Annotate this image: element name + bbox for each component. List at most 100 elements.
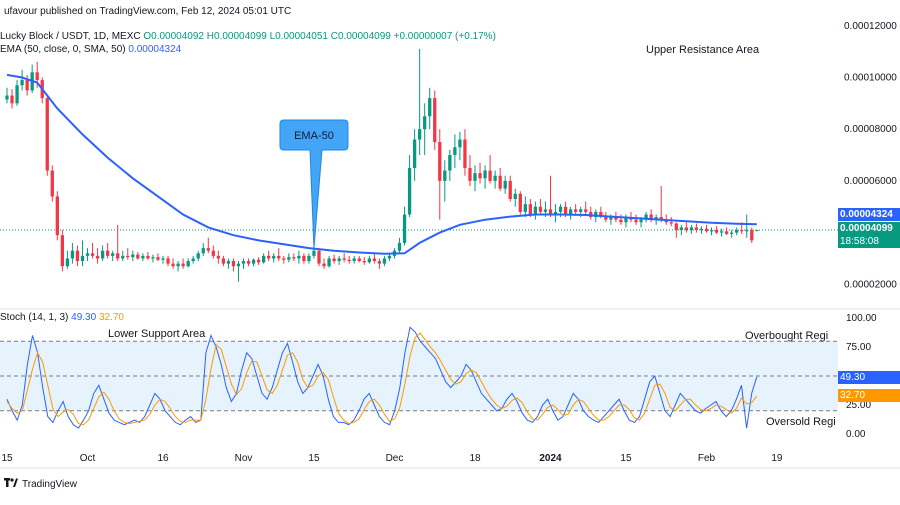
candle-body [161,258,165,260]
candle-body [116,253,120,259]
candle-body [488,170,492,181]
candle-body [709,230,714,232]
candle-body [443,170,447,181]
candle-body [418,129,422,140]
candle-body [448,155,452,171]
candle-body [337,258,341,262]
candle-body [201,248,205,254]
candle-body [407,167,412,215]
upper-resistance-label: Upper Resistance Area [646,44,760,56]
price-axis-tick-label: 0.00010000 [844,72,897,83]
candle-body [659,217,663,220]
candle-body [95,255,100,259]
ema-legend-value: 0.00004324 [128,44,182,55]
candle-body [256,259,261,263]
candle-body [126,255,130,258]
candles-group [5,49,759,282]
candle-body [131,254,135,258]
footer-brand[interactable]: TradingView [4,478,77,490]
candle-body [317,250,321,264]
candle-body [362,261,366,263]
time-axis-tick-label: 18 [469,453,481,464]
candle-body [342,258,346,260]
stoch-legend-label: Stoch (14, 1, 3) [0,312,69,323]
symbol-label: Lucky Block / USDT, 1D, MEXC [0,31,141,42]
candle-body [548,209,553,215]
candle-body [614,217,618,220]
close-price-tag: 0.00004099 [838,222,900,235]
candle-body [714,230,719,233]
candle-body [428,98,432,117]
candle-body [100,250,105,259]
candle-body [60,235,64,267]
candle-body [699,228,704,231]
candle-body [146,255,150,259]
overbought-label: Overbought Regi [745,330,829,342]
candle-body [15,85,19,104]
candle-body [231,261,236,267]
candle-body [181,263,185,267]
candle-body [679,227,683,231]
stoch-k-line [6,326,758,429]
candle-body [599,211,603,216]
price-axis-tick-label: 0.00006000 [844,176,897,187]
candle-body [106,250,110,256]
tradingview-logo-icon [4,478,18,487]
ohlc-line: Lucky Block / USDT, 1D, MEXC O0.00004092… [0,31,496,42]
candle-body [538,206,543,212]
time-axis-tick-label: Feb [698,453,716,464]
ema-legend[interactable]: EMA (50, close, 0, SMA, 50) 0.00004324 [0,44,181,55]
candle-body [196,253,200,259]
publisher-line: ufavour published on TradingView.com, Fe… [4,6,292,17]
candle-body [740,230,744,232]
candle-body [80,255,85,262]
candle-body [543,209,548,212]
candle-body [609,217,613,220]
candle-body [111,253,115,256]
candle-body [438,142,442,181]
candle-body [246,261,251,264]
candle-body [755,230,759,232]
candle-body [206,248,210,251]
time-axis-tick-label: Nov [235,453,253,464]
candle-body [584,209,588,212]
stoch-axis-tick-label: 100.00 [846,313,877,324]
candle-body [367,258,371,263]
candle-body [251,259,256,264]
candle-body [191,258,195,262]
candle-body [221,258,226,264]
candle-body [45,98,49,171]
stoch-legend[interactable]: Stoch (14, 1, 3) 49.30 32.70 [0,312,124,323]
candle-body [412,139,417,168]
candle-body [20,80,24,86]
candle-body [553,211,558,215]
candle-body [211,250,215,256]
price-axis-tick-label: 0.00002000 [844,279,897,290]
time-axis-tick-label: 16 [157,453,169,464]
candle-body [669,222,673,224]
candle-body [724,231,729,234]
candle-body [327,258,331,267]
candle-body [704,228,709,232]
candle-body [332,258,336,262]
candle-body [644,214,648,220]
candle-body [347,259,351,262]
candle-body [473,173,477,181]
candle-body [458,139,462,148]
candle-body [171,263,175,267]
candle-body [513,193,517,199]
candle-body [166,258,170,264]
candle-body [397,242,402,251]
candle-body [287,257,291,260]
candle-body [574,209,578,212]
stoch-d-legend-value: 32.70 [98,312,124,323]
stoch-axis-tick-label: 75.00 [846,342,871,353]
candle-body [579,209,583,212]
candle-body [35,72,39,81]
candle-body [312,250,316,256]
price-axis-tick-label: 0.00012000 [844,21,897,32]
candle-body [745,230,749,232]
candle-body [468,167,472,181]
